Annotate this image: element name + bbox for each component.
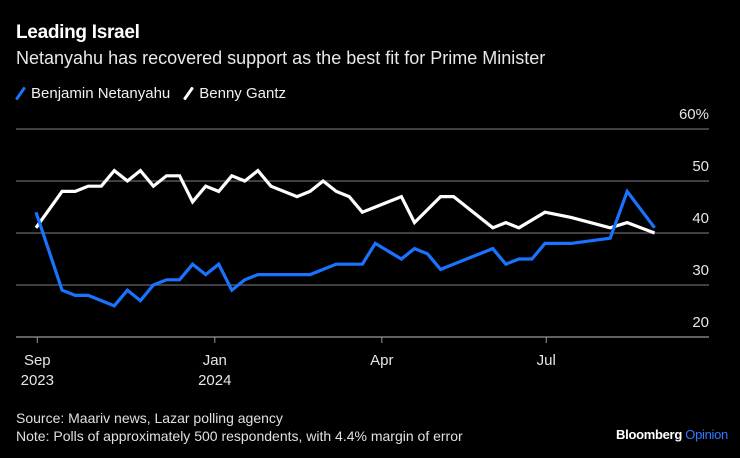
legend: Benjamin Netanyahu Benny Gantz: [14, 85, 300, 102]
brand-opinion: Opinion: [685, 427, 728, 442]
methodology-note: Note: Polls of approximately 500 respond…: [16, 428, 463, 444]
x-tick-year-2023: 2023: [21, 372, 54, 389]
footnotes: Source: Maariv news, Lazar polling agenc…: [16, 409, 463, 445]
y-tick-label-50: 50: [692, 158, 709, 175]
x-tick-label-jul: Jul: [537, 352, 556, 369]
x-tick-year-2024: 2024: [198, 372, 231, 389]
y-axis-tick-labels: 60% 50 40 30 20: [679, 106, 709, 331]
x-tick-label-sep: Sep: [24, 352, 51, 369]
x-tick-label-apr: Apr: [370, 352, 393, 369]
x-tick-label-jan: Jan: [203, 352, 227, 369]
x-axis: Sep 2023 Jan 2024 Apr Jul: [21, 337, 556, 389]
y-tick-label-40: 40: [692, 210, 709, 227]
legend-label-gantz: Benny Gantz: [199, 85, 286, 102]
legend-item-gantz: Benny Gantz: [183, 85, 286, 102]
chart-title: Leading Israel: [16, 22, 140, 43]
chart-subtitle: Netanyahu has recovered support as the b…: [16, 48, 546, 68]
legend-label-netanyahu: Benjamin Netanyahu: [31, 85, 171, 102]
y-tick-label-60: 60%: [679, 106, 709, 123]
series-line-netanyahu: [34, 188, 656, 308]
legend-item-netanyahu: Benjamin Netanyahu: [14, 85, 171, 102]
y-tick-label-30: 30: [692, 262, 709, 279]
series-lines: [34, 168, 656, 308]
y-tick-label-20: 20: [692, 314, 709, 331]
brand-logo: Bloomberg Opinion: [616, 427, 728, 442]
gridlines: [16, 128, 709, 338]
brand-bloomberg: Bloomberg: [616, 427, 682, 442]
series-line-gantz: [34, 168, 656, 235]
source-note: Source: Maariv news, Lazar polling agenc…: [16, 410, 283, 426]
